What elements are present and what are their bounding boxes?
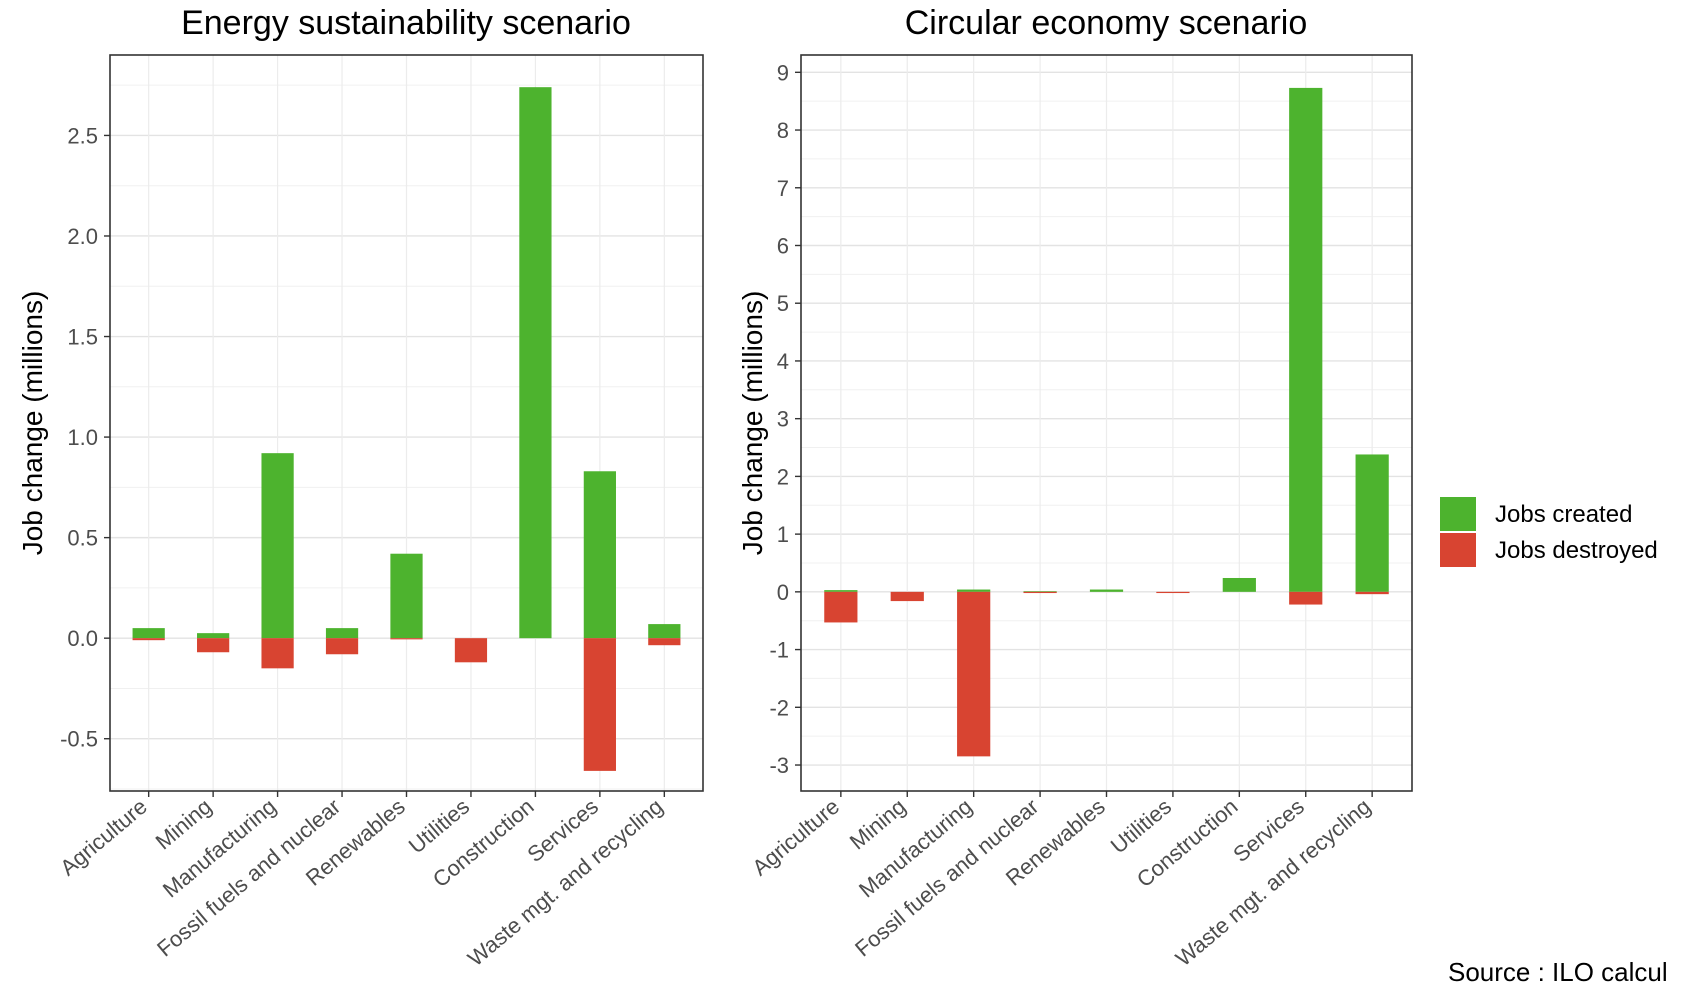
- bar-jobs-created: [325, 628, 359, 639]
- y-tick-label: 2.0: [67, 224, 98, 249]
- bar-jobs-created: [197, 633, 230, 639]
- y-tick-label: 2.5: [67, 123, 98, 148]
- y-tick-label: 1.5: [67, 325, 98, 350]
- bar-jobs-destroyed: [390, 638, 423, 640]
- circular-economy-chart: Circular economy scenario Job change (mil…: [737, 4, 1413, 971]
- y-tick-label: 1.0: [67, 425, 98, 450]
- y-tick-label: 2: [777, 464, 789, 489]
- bar-jobs-destroyed: [132, 638, 165, 641]
- bar-jobs-destroyed: [1289, 591, 1323, 605]
- y-tick-label: 7: [777, 176, 789, 201]
- x-tick-label: Agriculture: [747, 794, 844, 881]
- y-axis-label: Job change (millions): [737, 291, 768, 556]
- y-tick-label: -3: [769, 753, 789, 778]
- bar-jobs-destroyed: [1023, 591, 1057, 594]
- bar-jobs-created: [261, 453, 294, 639]
- legend-label: Jobs destroyed: [1495, 537, 1658, 564]
- y-tick-label: 8: [777, 118, 789, 143]
- bar-jobs-created: [1222, 577, 1256, 592]
- bar-jobs-destroyed: [648, 638, 681, 646]
- bar-jobs-created: [132, 628, 165, 639]
- x-tick-label: Agriculture: [55, 794, 152, 881]
- bar-jobs-destroyed: [261, 638, 294, 669]
- bar-jobs-destroyed: [583, 638, 616, 771]
- legend-swatch: [1440, 497, 1476, 531]
- legend-label: Jobs created: [1495, 501, 1632, 528]
- bar-jobs-created: [1289, 87, 1323, 592]
- bar-jobs-created: [824, 590, 858, 592]
- bar-jobs-created: [1355, 454, 1389, 592]
- bar-jobs-destroyed: [197, 638, 230, 653]
- y-tick-label: 5: [777, 291, 789, 316]
- y-tick-label: 4: [777, 349, 789, 374]
- bar-jobs-created: [583, 471, 616, 639]
- bar-jobs-destroyed: [890, 591, 924, 602]
- y-tick-label: 1: [777, 522, 789, 547]
- bar-jobs-created: [957, 589, 991, 592]
- bar-jobs-destroyed: [325, 638, 359, 655]
- bar-jobs-destroyed: [1355, 591, 1389, 595]
- bar-jobs-destroyed: [824, 591, 858, 623]
- x-tick-label: Manufacturing: [854, 794, 977, 903]
- source-note: Source : ILO calcul: [1448, 957, 1668, 987]
- y-tick-label: 0.0: [67, 626, 98, 651]
- bar-jobs-created: [519, 87, 552, 639]
- legend: Jobs created Jobs destroyed: [1440, 497, 1658, 567]
- y-tick-label: -1: [769, 638, 789, 663]
- y-tick-label: 3: [777, 407, 789, 432]
- y-tick-label: 9: [777, 60, 789, 85]
- chart-title: Energy sustainability scenario: [181, 4, 631, 42]
- bar-jobs-created: [1089, 589, 1124, 592]
- bar-jobs-destroyed: [1156, 591, 1190, 594]
- y-tick-label: -0.5: [60, 727, 98, 752]
- bar-jobs-destroyed: [454, 638, 488, 663]
- energy-sustainability-chart: Energy sustainability scenario Job change…: [17, 4, 704, 971]
- bar-jobs-created: [648, 624, 681, 639]
- y-tick-label: 0.5: [67, 526, 98, 551]
- bar-jobs-destroyed: [957, 591, 991, 757]
- chart-title: Circular economy scenario: [905, 4, 1308, 42]
- bar-jobs-created: [390, 553, 423, 639]
- y-axis-label: Job change (millions): [17, 291, 48, 556]
- y-tick-label: -2: [769, 695, 789, 720]
- legend-swatch: [1440, 533, 1476, 567]
- y-tick-label: 6: [777, 233, 789, 258]
- y-tick-label: 0: [777, 580, 789, 605]
